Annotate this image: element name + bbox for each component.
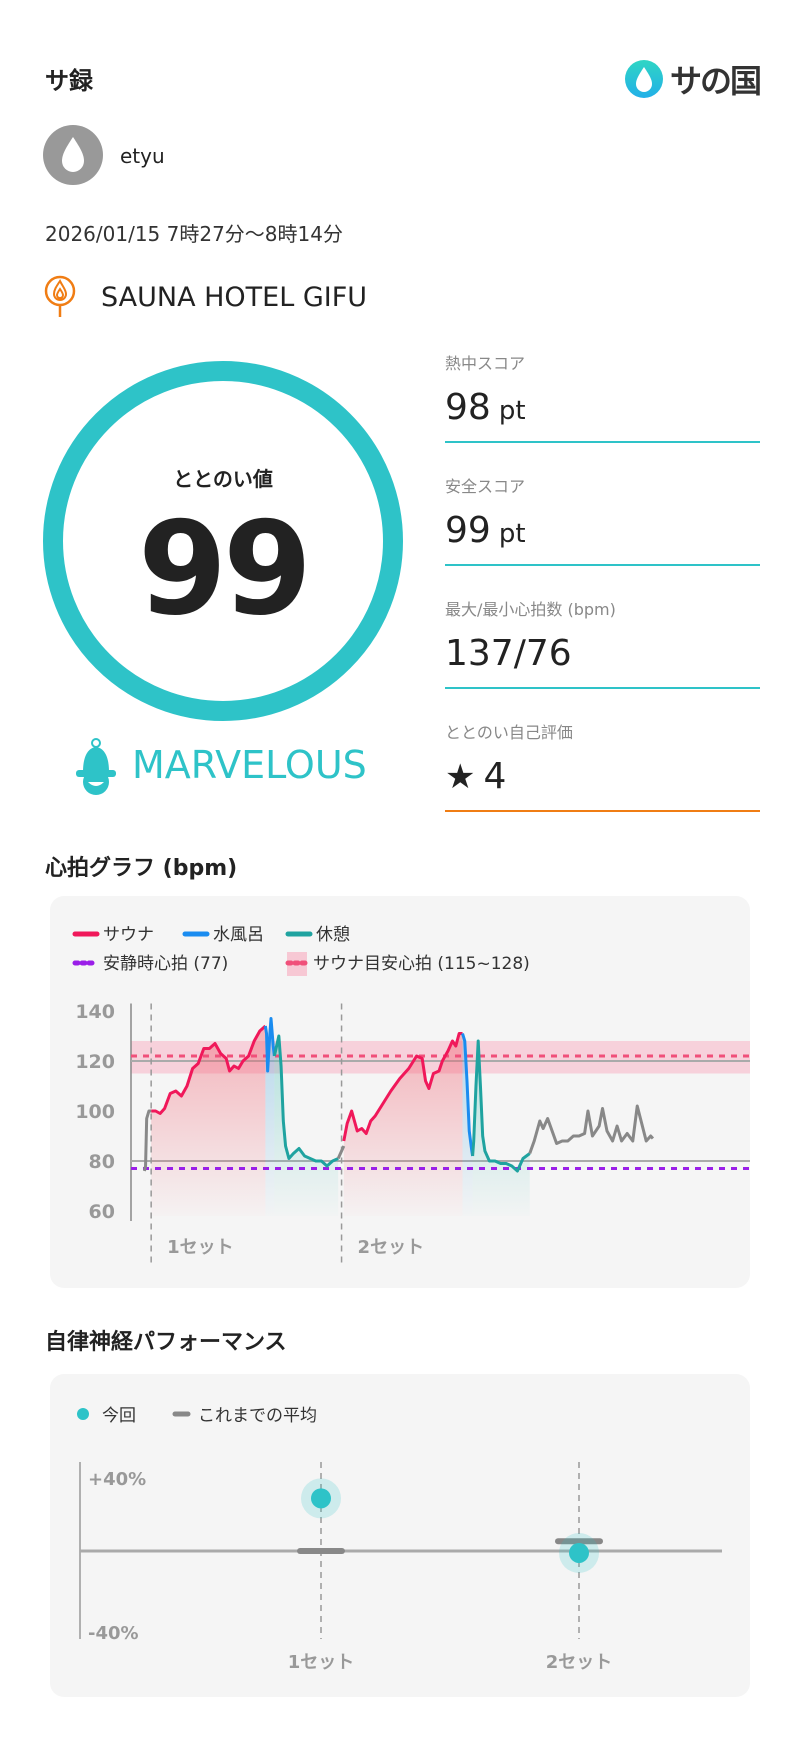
stat-underline <box>445 687 760 689</box>
avatar[interactable] <box>43 125 103 185</box>
y-tick-label: 80 <box>89 1151 115 1173</box>
area-rest <box>472 1041 530 1216</box>
series-line-water <box>263 1017 276 1073</box>
set-label: 2セット <box>546 1652 613 1673</box>
y-tick-label: +40% <box>88 1469 146 1490</box>
y-tick-label: 60 <box>89 1201 115 1223</box>
stat-unit: pt <box>498 396 526 426</box>
drop-avatar-icon <box>62 137 84 172</box>
stat-label: 熱中スコア <box>445 354 526 373</box>
heart-graph-title: 心拍グラフ (bpm) <box>45 856 238 881</box>
stat-underline <box>445 564 760 566</box>
stat-value-3: ★ 4 <box>445 756 506 797</box>
totonoi-value: 99 <box>137 495 312 644</box>
legend-rest-label: 休憩 <box>316 925 350 945</box>
totonoi-ring <box>43 361 403 721</box>
autonomic-title: 自律神経パフォーマンス <box>45 1330 287 1355</box>
set-label: 1セット <box>167 1237 234 1258</box>
current-point <box>311 1488 331 1509</box>
sauna-hat-icon <box>76 738 116 795</box>
logo-text: サの国 <box>670 62 762 100</box>
stat-value-1: 99 pt <box>445 510 526 551</box>
venue-name[interactable]: SAUNA HOTEL GIFU <box>101 282 368 313</box>
stat-value: 4 <box>483 756 507 797</box>
legend-resting-label: 安静時心拍 (77) <box>103 954 228 974</box>
sauna-flame-pin-icon <box>44 275 76 317</box>
star-icon: ★ <box>445 757 476 797</box>
stat-label: 安全スコア <box>445 477 526 496</box>
series-line-other <box>142 1109 152 1172</box>
y-tick-label: 100 <box>75 1101 115 1123</box>
legend-current-label: 今回 <box>102 1406 136 1426</box>
series-line-sauna <box>151 1024 267 1115</box>
page-title: サ録 <box>45 67 93 95</box>
current-point <box>569 1542 589 1563</box>
series-line-other <box>528 1104 655 1155</box>
stat-underline <box>445 810 760 812</box>
legend-current-swatch <box>77 1408 89 1420</box>
stat-value-2: 137/76 <box>445 633 572 674</box>
username[interactable]: etyu <box>120 144 165 168</box>
series-line-rest <box>272 1034 339 1168</box>
y-tick-label: 140 <box>75 1001 115 1023</box>
brand-logo: サの国 <box>624 56 762 102</box>
series-line-other <box>336 1145 346 1160</box>
stat-label: ととのい自己評価 <box>445 723 573 742</box>
heart-graph-card: サウナ 水風呂 休憩安静時心拍 (77) サウナ目安心拍 (115~128) 140 12… <box>50 896 772 1288</box>
average-marker <box>297 1548 345 1554</box>
drop-logo-icon <box>625 60 663 98</box>
series-line-sauna <box>342 1032 463 1142</box>
stat-unit: pt <box>498 519 526 549</box>
area-water <box>265 1018 275 1216</box>
stat-value: 137/76 <box>445 633 572 674</box>
y-tick-label: 120 <box>75 1051 115 1073</box>
stat-underline <box>445 441 760 443</box>
stat-label: 最大/最小心拍数 (bpm) <box>445 600 616 619</box>
autonomic-chart: 今回 これまでの平均 +40% -40% 1セット 2セット <box>77 1406 722 1673</box>
stat-value: 99 <box>445 510 491 551</box>
stat-value: 98 <box>445 387 491 428</box>
set-label: 2セット <box>358 1237 425 1258</box>
series-line-rest <box>471 1039 531 1173</box>
stat-value-0: 98 pt <box>445 387 526 428</box>
y-tick-label: -40% <box>88 1623 139 1644</box>
legend-target-label: サウナ目安心拍 (115~128) <box>313 954 530 974</box>
totonoi-rank: MARVELOUS <box>132 743 367 787</box>
average-marker <box>555 1538 603 1545</box>
autonomic-card: 今回 これまでの平均 +40% -40% 1セット 2セット <box>50 1374 750 1697</box>
legend-water-label: 水風呂 <box>213 925 264 945</box>
legend-sauna-label: サウナ <box>103 925 154 945</box>
totonoi-label: ととのい値 <box>173 467 273 491</box>
area-rest <box>274 1036 339 1216</box>
legend-average-label: これまでの平均 <box>198 1406 317 1426</box>
set-label: 1セット <box>288 1652 355 1673</box>
session-datetime: 2026/01/15 7時27分〜8時14分 <box>45 222 343 246</box>
